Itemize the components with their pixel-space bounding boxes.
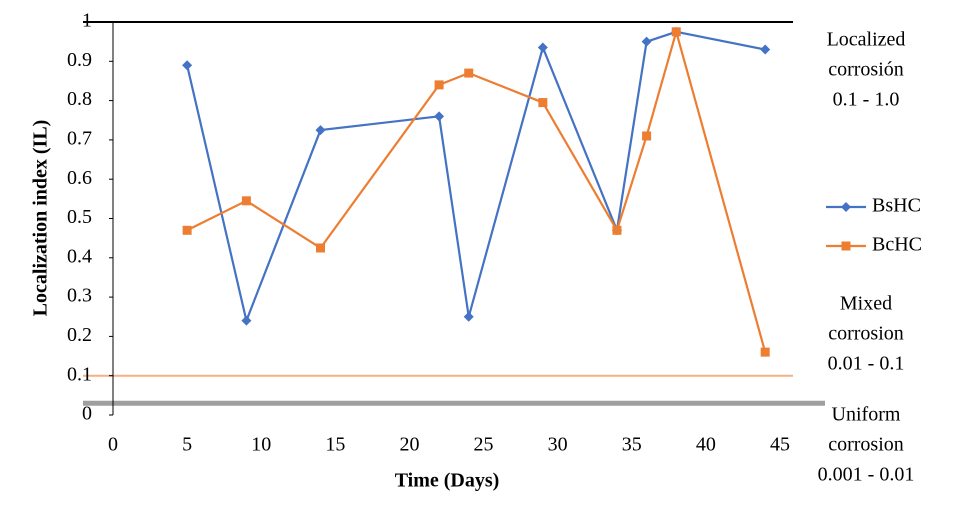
x-tick-label: 30 [548, 434, 568, 456]
annotation: Mixed [840, 293, 892, 315]
y-axis-title: Localization index (IL) [30, 120, 52, 317]
data-point [316, 243, 326, 253]
data-point [671, 27, 681, 37]
y-tick-label: 0.3 [67, 285, 92, 307]
y-tick-label: 1 [82, 10, 92, 32]
data-point [241, 196, 251, 206]
data-point [538, 98, 548, 108]
data-point [241, 315, 252, 326]
annotation: 0.1 - 1.0 [833, 89, 900, 111]
data-point [537, 42, 548, 53]
data-point [841, 202, 851, 212]
annotation: Uniform [832, 404, 901, 426]
x-tick-label: 0 [108, 434, 118, 456]
x-tick-label: 40 [696, 434, 716, 456]
y-tick-label: 0 [82, 403, 92, 425]
data-point [841, 241, 851, 251]
data-point [464, 68, 474, 78]
legend-label: BcHC [872, 234, 922, 256]
x-axis-title: Time (Days) [395, 470, 500, 492]
x-tick-label: 10 [251, 434, 271, 456]
data-point [434, 111, 445, 122]
data-point [315, 125, 326, 136]
data-point [182, 225, 192, 235]
x-tick-label: 15 [325, 434, 345, 456]
data-point [760, 44, 771, 55]
data-point [641, 36, 652, 47]
annotation: Localized [827, 29, 906, 51]
y-tick-label: 0.6 [67, 167, 92, 189]
data-point [612, 225, 622, 235]
data-point [760, 347, 770, 357]
x-tick-label: 35 [622, 434, 642, 456]
legend-label: BsHC [872, 195, 921, 217]
y-tick-label: 0.9 [67, 49, 92, 71]
series-line [186, 30, 767, 353]
y-tick-label: 0.2 [67, 324, 92, 346]
data-point [642, 131, 652, 141]
annotation: corrosion [828, 434, 904, 456]
x-tick-label: 20 [399, 434, 419, 456]
data-point [434, 80, 444, 90]
x-tick-label: 5 [182, 434, 192, 456]
y-tick-label: 0.4 [67, 245, 92, 267]
annotation: 0.01 - 0.1 [828, 353, 905, 375]
data-point [463, 311, 474, 322]
x-tick-label: 25 [474, 434, 494, 456]
annotation: 0.001 - 0.01 [818, 464, 915, 486]
annotation: corrosion [828, 323, 904, 345]
data-point [182, 60, 193, 71]
y-tick-label: 0.7 [67, 127, 92, 149]
annotation: corrosión [828, 59, 904, 81]
x-tick-label: 45 [770, 434, 790, 456]
y-tick-label: 0.8 [67, 88, 92, 110]
y-tick-label: 0.5 [67, 206, 92, 228]
y-tick-label: 0.1 [67, 363, 92, 385]
